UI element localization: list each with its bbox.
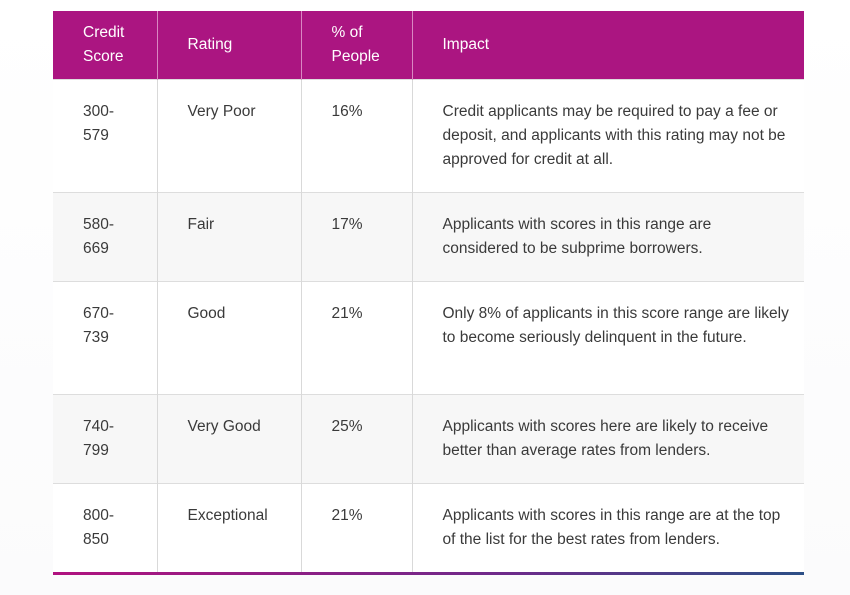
cell-impact: Applicants with scores here are likely t… [411,393,804,483]
cell-impact: Only 8% of applicants in this score rang… [411,280,804,394]
table-row: 740- 799 Very Good 25% Applicants with sc… [53,393,804,483]
table-row: 300- 579 Very Poor 16% Credit applicants … [53,78,804,192]
table-row: 670- 739 Good 21% Only 8% of applicants i… [53,280,804,394]
score-range: 580- 669 [83,215,115,257]
table-bottom-rule [53,572,804,575]
header-percent-of-people: % of People [300,11,412,79]
credit-score-table-container: Credit Score Rating % of People Impact 300… [53,11,804,575]
header-label: Rating [187,35,233,53]
cell-rating: Good [156,280,301,394]
cell-rating: Exceptional [156,482,301,572]
score-range: 300- 579 [83,102,115,144]
header-label: % of People [331,23,380,65]
score-range: 800- 850 [83,506,115,548]
cell-score: 670- 739 [53,280,157,394]
header-row: Credit Score Rating % of People Impact [53,11,804,79]
header-label: Impact [442,35,490,53]
cell-score: 300- 579 [53,78,157,192]
score-range: 670- 739 [83,304,115,346]
cell-impact: Applicants with scores in this range are… [411,482,804,572]
header-label: Credit Score [83,23,125,65]
score-range: 740- 799 [83,417,115,459]
cell-rating: Very Poor [156,78,301,192]
cell-score: 800- 850 [53,482,157,572]
cell-impact: Credit applicants may be required to pay… [411,78,804,192]
credit-score-table: Credit Score Rating % of People Impact 300… [53,11,804,572]
header-credit-score: Credit Score [53,11,157,79]
cell-percent: 16% [300,78,412,192]
cell-score: 740- 799 [53,393,157,483]
header-impact: Impact [411,11,804,79]
table-header: Credit Score Rating % of People Impact [53,11,804,79]
cell-percent: 21% [300,280,412,394]
cell-percent: 21% [300,482,412,572]
cell-rating: Very Good [156,393,301,483]
cell-percent: 17% [300,191,412,281]
cell-score: 580- 669 [53,191,157,281]
cell-impact: Applicants with scores in this range are… [411,191,804,281]
header-rating: Rating [156,11,301,79]
cell-rating: Fair [156,191,301,281]
cell-percent: 25% [300,393,412,483]
table-row: 580- 669 Fair 17% Applicants with scores … [53,191,804,281]
table-row: 800- 850 Exceptional 21% Applicants with … [53,482,804,572]
table-body: 300- 579 Very Poor 16% Credit applicants … [53,78,804,572]
